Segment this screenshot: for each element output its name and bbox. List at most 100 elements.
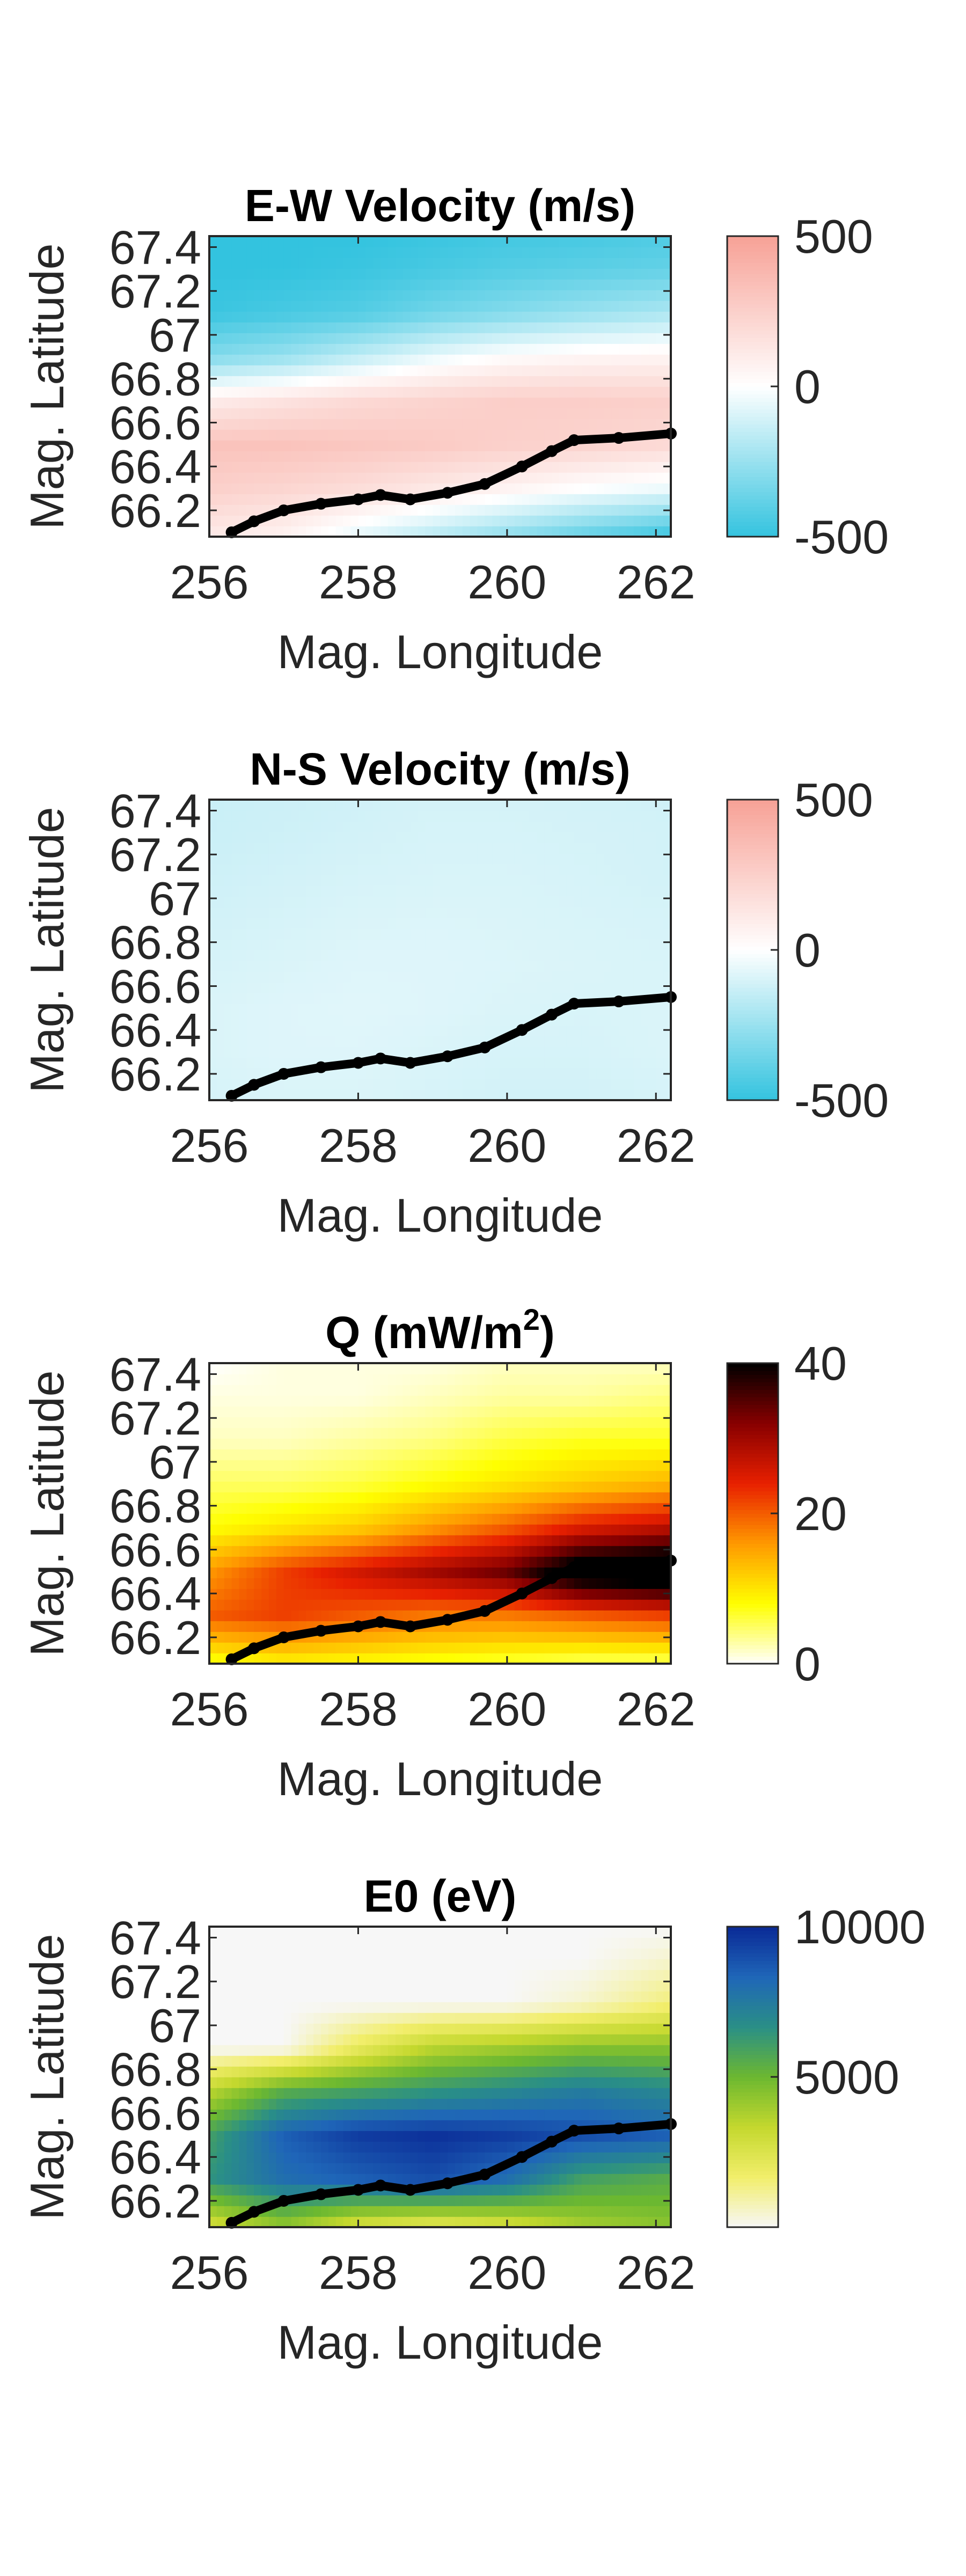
heatmap-cell <box>596 1642 604 1653</box>
heatmap-cell <box>261 1089 269 1100</box>
heatmap-cell <box>313 268 321 280</box>
heatmap-cell <box>485 365 493 376</box>
heatmap-cell <box>507 950 515 961</box>
heatmap-cell <box>522 864 530 875</box>
heatmap-cell <box>343 483 352 494</box>
heatmap-cell <box>633 918 642 929</box>
heatmap-cell <box>522 1621 530 1632</box>
colorbar-segment <box>727 507 778 511</box>
heatmap-cell <box>529 1089 538 1100</box>
heatmap-cell <box>298 1503 307 1514</box>
heatmap-cell <box>246 1524 255 1535</box>
heatmap-cell <box>410 950 419 961</box>
heatmap-cell <box>574 928 582 940</box>
heatmap-cell <box>395 1460 404 1471</box>
heatmap-cell <box>209 451 217 462</box>
heatmap-cell <box>254 832 262 843</box>
heatmap-cell <box>268 1503 277 1514</box>
heatmap-cell <box>418 1610 426 1621</box>
heatmap-cell <box>410 885 419 897</box>
heatmap-cell <box>492 1621 500 1632</box>
heatmap-cell <box>626 515 634 526</box>
heatmap-cell <box>477 365 486 376</box>
heatmap-cell <box>268 365 277 376</box>
heatmap-cell <box>589 504 597 516</box>
heatmap-cell <box>589 885 597 897</box>
heatmap-cell <box>485 408 493 419</box>
heatmap-cell <box>514 800 523 811</box>
heatmap-cell <box>387 343 396 355</box>
heatmap-cell <box>604 1481 612 1492</box>
heatmap-cell <box>641 1513 649 1525</box>
heatmap-cell <box>291 1025 299 1036</box>
heatmap-cell <box>328 483 336 494</box>
colorbar-segment <box>727 285 778 289</box>
heatmap-cell <box>291 832 299 843</box>
heatmap-cell <box>418 408 426 419</box>
heatmap-cell <box>574 950 582 961</box>
heatmap-cell <box>462 1556 471 1568</box>
heatmap-cell <box>261 343 269 355</box>
heatmap-cell <box>537 1068 545 1079</box>
heatmap-cell <box>254 1036 262 1047</box>
heatmap-cell <box>604 1036 612 1047</box>
heatmap-cell <box>231 311 240 323</box>
heatmap-cell <box>462 1642 471 1653</box>
heatmap-cell <box>663 408 671 419</box>
heatmap-cell <box>387 322 396 333</box>
heatmap-cell <box>477 1631 486 1643</box>
heatmap-cell <box>343 354 352 365</box>
heatmap-cell <box>641 515 649 526</box>
heatmap-cell <box>254 1004 262 1015</box>
heatmap-cell <box>462 800 471 811</box>
heatmap-cell <box>559 268 567 280</box>
heatmap-cell <box>641 1046 649 1058</box>
heatmap-cell <box>455 1014 463 1026</box>
heatmap-cell <box>291 429 299 441</box>
heatmap-cell <box>507 1089 515 1100</box>
heatmap-cell <box>648 504 657 516</box>
heatmap-cell <box>425 258 433 269</box>
heatmap-cell <box>611 1079 619 1090</box>
heatmap-cell <box>618 343 627 355</box>
heatmap-cell <box>402 950 411 961</box>
heatmap-cell <box>596 451 604 462</box>
heatmap-cell <box>395 1546 404 1557</box>
heatmap-cell <box>350 810 359 822</box>
heatmap-cell <box>596 1610 604 1621</box>
heatmap-cell <box>522 1556 530 1568</box>
heatmap-cell <box>298 1524 307 1535</box>
heatmap-cell <box>306 268 314 280</box>
heatmap-cell <box>470 1079 478 1090</box>
heatmap-cell <box>291 386 299 398</box>
heatmap-cell <box>492 1503 500 1514</box>
heatmap-cell <box>633 1460 642 1471</box>
heatmap-cell <box>425 1470 433 1482</box>
heatmap-cell <box>641 408 649 419</box>
heatmap-cell <box>544 1599 552 1611</box>
heatmap-cell <box>254 1089 262 1100</box>
heatmap-cell <box>618 419 627 430</box>
heatmap-cell <box>335 1556 344 1568</box>
heatmap-cell <box>596 896 604 908</box>
heatmap-cell <box>447 928 456 940</box>
heatmap-cell <box>209 853 217 865</box>
heatmap-cell <box>470 526 478 537</box>
heatmap-cell <box>663 343 671 355</box>
heatmap-cell <box>335 918 344 929</box>
heatmap-cell <box>544 1524 552 1535</box>
heatmap-cell <box>395 1535 404 1546</box>
heatmap-cell <box>246 429 255 441</box>
colorbar-segment <box>727 353 778 357</box>
heatmap-cell <box>656 451 664 462</box>
heatmap-cell <box>485 1492 493 1503</box>
heatmap-cell <box>462 896 471 908</box>
heatmap-cell <box>611 971 619 983</box>
heatmap-cell <box>350 279 359 290</box>
heatmap-cell <box>261 1567 269 1578</box>
heatmap-cell <box>537 1642 545 1653</box>
heatmap-cell <box>514 408 523 419</box>
heatmap-cell <box>656 408 664 419</box>
heatmap-cell <box>387 408 396 419</box>
heatmap-cell <box>648 1492 657 1503</box>
